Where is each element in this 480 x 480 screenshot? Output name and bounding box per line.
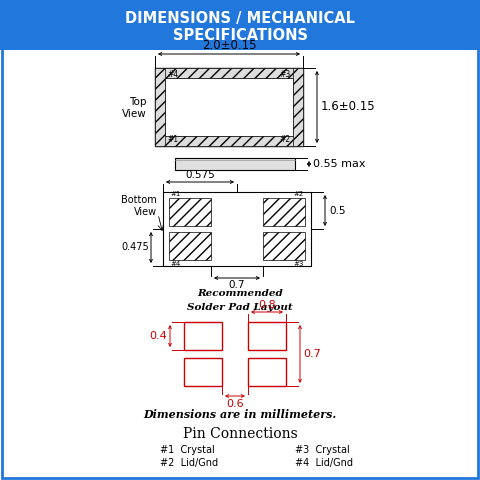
Text: Recommended: Recommended <box>197 289 283 299</box>
Bar <box>169 198 211 226</box>
Bar <box>175 158 295 170</box>
Text: #2: #2 <box>294 191 304 197</box>
Text: #4: #4 <box>170 261 180 267</box>
Text: #3: #3 <box>294 261 304 267</box>
Text: 0.4: 0.4 <box>149 331 167 341</box>
Text: #3  Crystal: #3 Crystal <box>295 445 350 455</box>
Text: View: View <box>134 207 157 217</box>
Bar <box>263 198 305 226</box>
Text: Bottom: Bottom <box>121 195 157 205</box>
Text: #3: #3 <box>280 70 291 79</box>
Text: DIMENSIONS / MECHANICAL: DIMENSIONS / MECHANICAL <box>125 11 355 25</box>
Text: View: View <box>122 109 147 119</box>
Bar <box>248 322 286 350</box>
Text: 0.7: 0.7 <box>229 280 245 290</box>
Text: 0.6: 0.6 <box>226 399 244 409</box>
Text: 0.8: 0.8 <box>258 300 276 310</box>
Text: 0.55 max: 0.55 max <box>313 159 365 169</box>
Bar <box>184 322 222 350</box>
Text: 2.0±0.15: 2.0±0.15 <box>202 39 256 52</box>
Bar <box>184 358 222 386</box>
Bar <box>263 232 305 260</box>
Text: SPECIFICATIONS: SPECIFICATIONS <box>172 28 308 44</box>
Text: Dimensions are in millimeters.: Dimensions are in millimeters. <box>144 408 336 420</box>
Text: #1: #1 <box>170 191 180 197</box>
Text: #1: #1 <box>167 135 178 144</box>
Text: #4: #4 <box>167 70 178 79</box>
Bar <box>165 78 293 136</box>
Text: Solder Pad Layout: Solder Pad Layout <box>187 302 293 312</box>
Text: 0.7: 0.7 <box>303 349 321 359</box>
Bar <box>155 68 303 146</box>
Text: Top: Top <box>130 97 147 107</box>
Bar <box>163 192 311 266</box>
Text: Pin Connections: Pin Connections <box>182 427 298 441</box>
Text: 1.6±0.15: 1.6±0.15 <box>321 100 376 113</box>
Text: 0.475: 0.475 <box>121 242 149 252</box>
Text: #1  Crystal: #1 Crystal <box>160 445 215 455</box>
Bar <box>165 136 293 146</box>
Bar <box>165 68 293 78</box>
Bar <box>0 0 480 50</box>
Text: 0.5: 0.5 <box>329 205 346 216</box>
Bar <box>293 68 303 146</box>
Text: #2  Lid/Gnd: #2 Lid/Gnd <box>160 458 218 468</box>
Bar <box>155 68 165 146</box>
Bar <box>248 358 286 386</box>
Bar <box>169 232 211 260</box>
Text: #4  Lid/Gnd: #4 Lid/Gnd <box>295 458 353 468</box>
Text: 0.575: 0.575 <box>185 170 215 180</box>
Text: #2: #2 <box>280 135 291 144</box>
